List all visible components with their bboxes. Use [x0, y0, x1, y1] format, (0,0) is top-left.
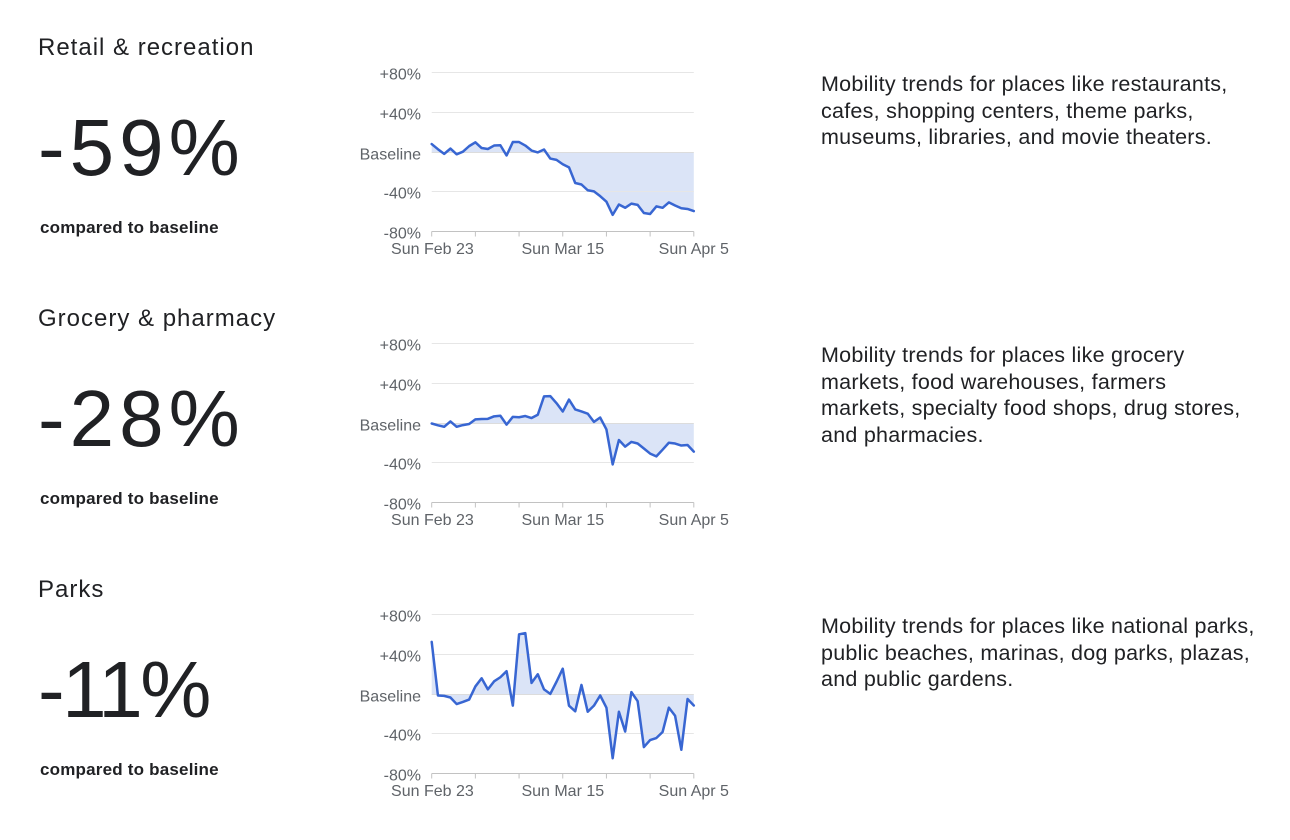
svg-text:-80%: -80% — [384, 768, 421, 785]
svg-text:+80%: +80% — [380, 338, 421, 355]
svg-text:Sun Mar 15: Sun Mar 15 — [521, 512, 604, 529]
svg-text:Baseline: Baseline — [360, 689, 421, 706]
svg-text:-40%: -40% — [384, 728, 421, 745]
svg-text:Sun Apr 5: Sun Apr 5 — [659, 512, 729, 529]
svg-text:-40%: -40% — [384, 186, 421, 203]
svg-text:Sun Mar 15: Sun Mar 15 — [521, 241, 604, 258]
svg-text:Sun Feb 23: Sun Feb 23 — [391, 512, 474, 529]
svg-text:-80%: -80% — [384, 226, 421, 243]
svg-text:+80%: +80% — [380, 609, 421, 626]
svg-text:+80%: +80% — [380, 67, 421, 84]
svg-text:Baseline: Baseline — [360, 418, 421, 435]
svg-text:Baseline: Baseline — [360, 147, 421, 164]
svg-text:Sun Apr 5: Sun Apr 5 — [659, 783, 729, 800]
svg-text:+40%: +40% — [380, 107, 421, 124]
svg-text:+40%: +40% — [380, 378, 421, 395]
svg-text:Sun Apr 5: Sun Apr 5 — [659, 241, 729, 258]
svg-text:Sun Feb 23: Sun Feb 23 — [391, 783, 474, 800]
svg-text:Sun Feb 23: Sun Feb 23 — [391, 241, 474, 258]
svg-text:Sun Mar 15: Sun Mar 15 — [521, 783, 604, 800]
svg-text:+40%: +40% — [380, 649, 421, 666]
svg-text:-80%: -80% — [384, 497, 421, 514]
svg-text:-40%: -40% — [384, 457, 421, 474]
